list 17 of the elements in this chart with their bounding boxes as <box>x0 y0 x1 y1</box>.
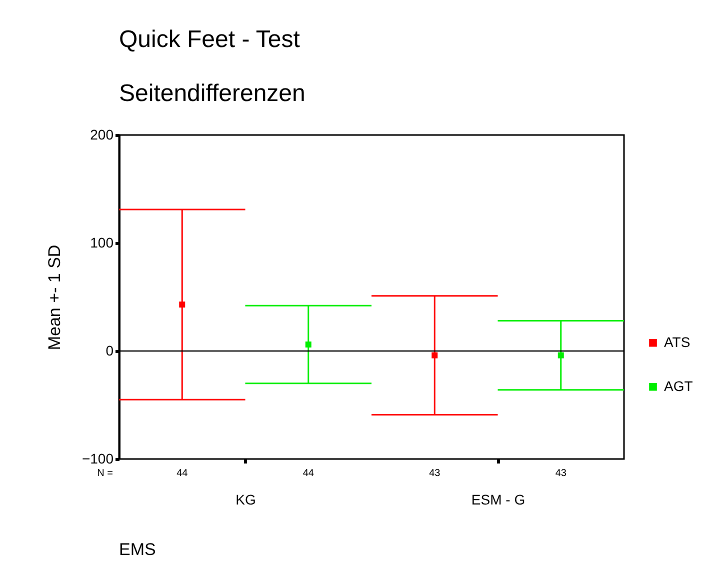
y-tick-label: 0 <box>106 342 114 358</box>
x-tick-label: KG <box>236 492 256 508</box>
chart-subtitle: Seitendifferenzen <box>119 80 306 107</box>
text: 43 <box>429 468 441 479</box>
text: EMS <box>119 540 156 559</box>
y-tick-label: −100 <box>82 450 114 466</box>
y-axis-title: Mean +- 1 SD <box>44 244 64 350</box>
y-tick-label: 200 <box>90 126 114 142</box>
text: 44 <box>302 468 314 479</box>
x-tick-label: ESM - G <box>471 492 526 508</box>
text: N = <box>97 468 114 479</box>
chart-title: Quick Feet - Test <box>119 26 300 53</box>
text: 43 <box>555 468 567 479</box>
legend-label: ATS <box>664 334 690 350</box>
text: 44 <box>176 468 188 479</box>
legend-label: AGT <box>664 378 694 394</box>
y-tick-label: 100 <box>90 234 114 250</box>
